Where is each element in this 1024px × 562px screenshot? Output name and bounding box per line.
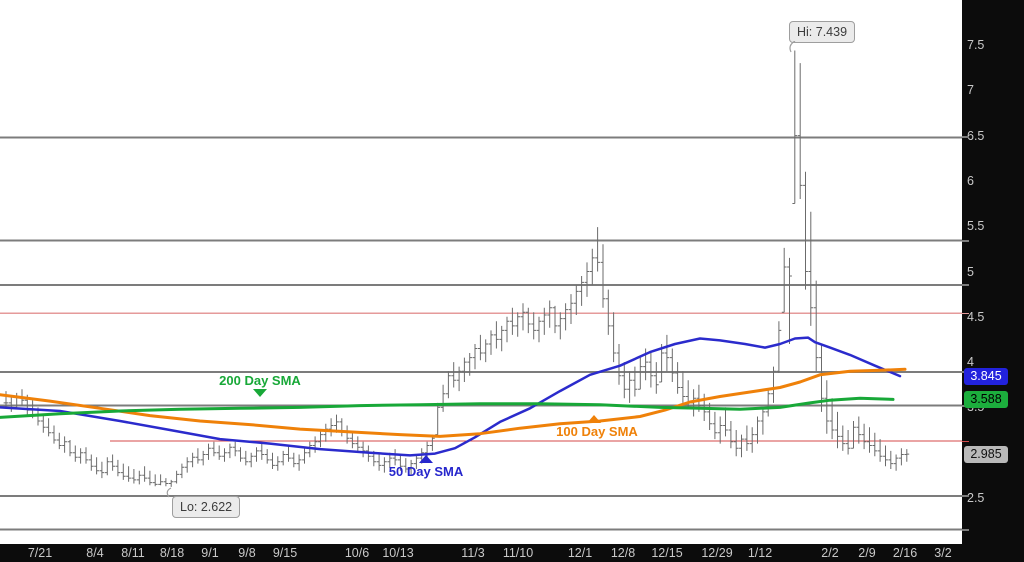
100-day-sma-line[interactable]	[0, 367, 907, 438]
axis-price-bubble: 3.845	[964, 367, 1008, 385]
time-axis-tick: 11/3	[461, 546, 485, 560]
horizontal-level-lines[interactable]	[0, 136, 962, 531]
50-day-sma-line[interactable]	[0, 336, 902, 457]
axis-price-bubble: 2.985	[964, 445, 1008, 463]
time-axis-tick: 8/4	[86, 546, 104, 560]
time-axis-tick: 11/10	[502, 546, 534, 560]
chart-canvas[interactable]	[0, 0, 962, 544]
time-axis-tick: 2/16	[892, 546, 918, 560]
low-price-callout: Lo: 2.622	[172, 496, 241, 518]
price-axis-tick: 4	[967, 355, 974, 370]
price-axis-tick: 6.5	[967, 128, 985, 143]
time-axis-tick: 1/12	[747, 546, 773, 560]
high-callout-tail	[789, 41, 796, 53]
level-line-stub	[962, 495, 969, 498]
level-line-stub	[962, 284, 969, 287]
sma-100-label: 100 Day SMA	[556, 424, 638, 439]
time-axis-tick: 3/2	[934, 546, 952, 560]
price-axis-tick: 5	[967, 264, 974, 279]
price-axis-tick: 6	[967, 173, 974, 188]
low-price-callout-text: Lo: 2.622	[180, 500, 233, 514]
high-price-callout: Hi: 7.439	[789, 21, 856, 43]
price-axis-tick: 7	[967, 83, 974, 98]
price-axis-tick: 5.5	[967, 219, 985, 234]
time-axis-tick: 10/6	[344, 546, 370, 560]
time-axis-tick: 2/9	[858, 546, 876, 560]
sma-100-marker-triangle-up-icon	[587, 415, 601, 423]
time-axis[interactable]: 7/21 8/4 8/11 8/18 9/1 9/8 9/15 10/6 10/13 11/3 11…	[0, 544, 962, 562]
red-line-stub	[962, 313, 969, 315]
red-line-stub	[962, 440, 969, 442]
time-axis-tick: 12/1	[567, 546, 593, 560]
sma-200-marker-triangle-down-icon	[253, 389, 267, 397]
time-axis-tick: 10/13	[382, 546, 414, 560]
sma-50-marker-triangle-up-icon	[419, 455, 433, 463]
time-axis-tick: 12/29	[701, 546, 733, 560]
low-callout-tail	[166, 487, 172, 498]
time-axis-tick: 8/18	[159, 546, 185, 560]
price-chart-plot[interactable]: Hi: 7.439 Lo: 2.622 200 Day SMA 50 Day S…	[0, 0, 962, 544]
level-line-stub	[962, 239, 969, 242]
price-axis-tick: 2.5	[967, 491, 985, 505]
price-bars[interactable]	[3, 50, 910, 487]
time-axis-tick: 9/15	[272, 546, 298, 560]
time-axis-tick: 9/8	[238, 546, 256, 560]
high-price-callout-text: Hi: 7.439	[797, 25, 848, 39]
time-axis-tick: 7/21	[27, 546, 53, 560]
time-axis-tick: 2/2	[821, 546, 839, 560]
level-line-stub	[962, 528, 969, 531]
level-line-stub	[962, 136, 969, 139]
sma-50-label: 50 Day SMA	[388, 464, 464, 479]
axis-price-bubble: 3.588	[964, 390, 1008, 408]
price-axis-tick: 7.5	[967, 38, 985, 52]
time-axis-tick: 9/1	[201, 546, 219, 560]
sma-200-label: 200 Day SMA	[219, 373, 301, 388]
200-day-sma-line[interactable]	[0, 396, 895, 419]
price-axis-tick: 4.5	[967, 309, 985, 324]
time-axis-tick: 12/8	[610, 546, 636, 560]
time-axis-tick: 12/15	[651, 546, 683, 560]
time-axis-tick: 8/11	[121, 546, 145, 560]
